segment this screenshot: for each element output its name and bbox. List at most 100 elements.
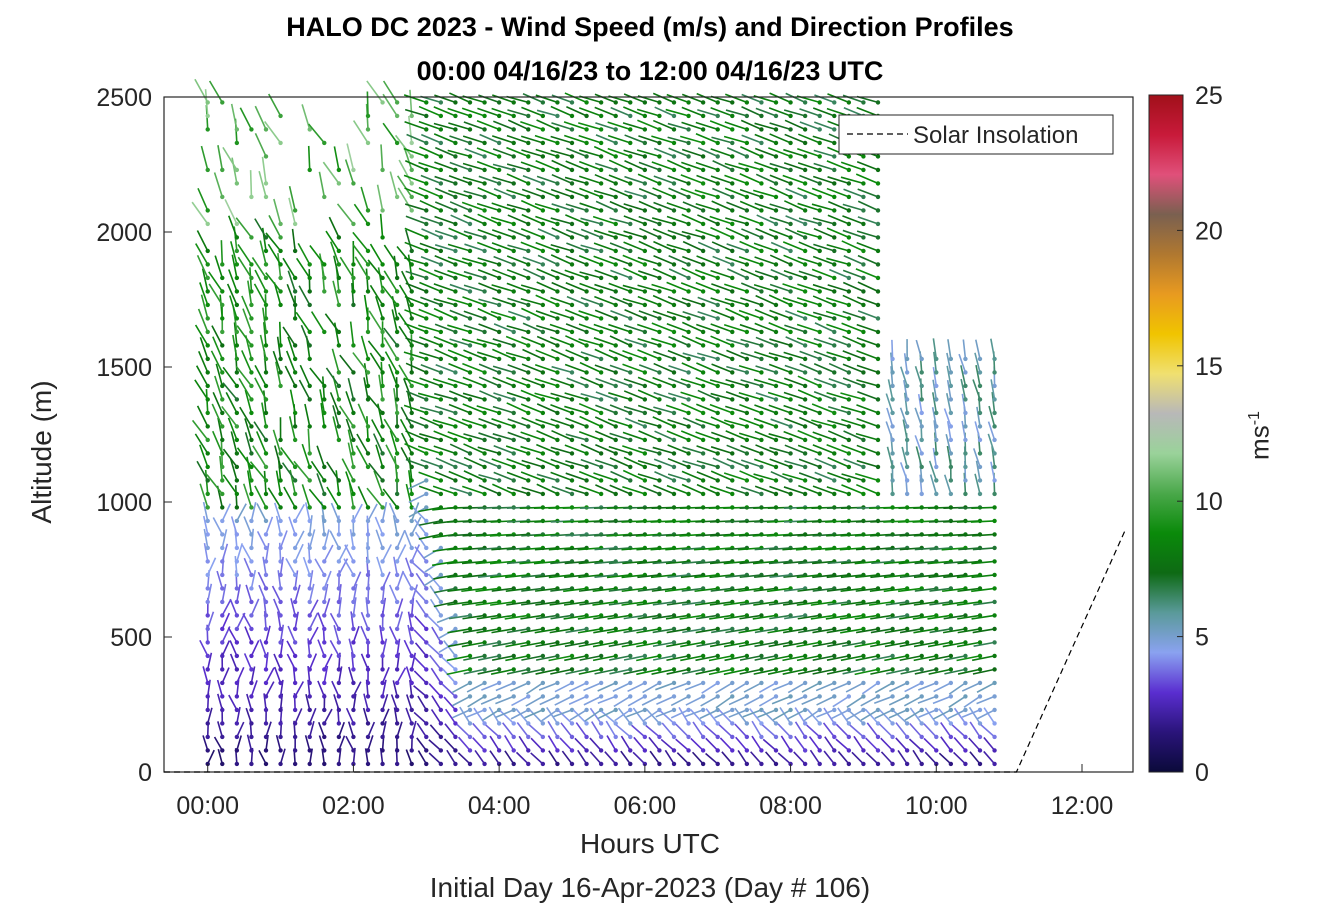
wind-barb: [779, 706, 793, 726]
wind-barb: [695, 667, 720, 675]
wind-barb: [827, 471, 852, 483]
wind-barb: [843, 188, 866, 200]
wind-barb: [285, 350, 298, 375]
wind-barb: [909, 707, 924, 726]
wind-barb: [408, 505, 429, 518]
x-axis-label: Hours UTC: [579, 828, 720, 859]
wind-barb: [899, 626, 924, 634]
wind-barb: [933, 420, 939, 443]
wind-barb: [520, 431, 546, 443]
wind-barb: [710, 335, 735, 348]
wind-barb: [393, 255, 400, 281]
wind-barb: [740, 119, 764, 132]
wind-barb: [220, 640, 231, 659]
wind-barb: [768, 404, 793, 416]
wind-barb: [580, 443, 604, 456]
wind-barb: [550, 404, 575, 416]
wind-barb: [655, 680, 677, 691]
wind-barb: [826, 391, 852, 402]
wind-barb: [749, 708, 764, 726]
wind-barb: [769, 162, 793, 173]
wind-barb: [653, 350, 677, 362]
wind-barb: [220, 529, 228, 551]
wind-barb: [452, 694, 473, 707]
wind-barb: [783, 404, 808, 416]
wind-barb: [536, 403, 560, 416]
wind-barb: [865, 752, 881, 767]
wind-barb: [367, 259, 385, 281]
wind-barb: [726, 201, 750, 213]
wind-barb: [623, 667, 648, 675]
wind-barb: [783, 626, 808, 634]
wind-barb: [550, 446, 575, 456]
wind-barb: [456, 723, 473, 740]
wind-barb: [593, 613, 618, 620]
wind-barb: [642, 680, 662, 694]
wind-barb: [507, 109, 531, 119]
wind-barb: [380, 501, 388, 524]
wind-barb: [360, 611, 371, 632]
wind-barb: [990, 338, 997, 362]
wind-barb: [466, 707, 487, 718]
wind-barb: [384, 351, 400, 375]
wind-barb: [752, 613, 779, 620]
wind-barb: [675, 738, 691, 753]
wind-barb: [447, 640, 473, 648]
wind-barb: [899, 407, 910, 429]
wind-barb: [782, 174, 808, 186]
wind-barb: [307, 653, 318, 672]
wind-barb: [842, 363, 866, 375]
wind-barb: [641, 694, 662, 706]
wind-barb: [201, 268, 210, 294]
wind-barb: [418, 532, 444, 540]
wind-barb: [376, 184, 385, 213]
wind-barb: [520, 199, 546, 213]
wind-barb: [566, 295, 589, 308]
wind-barb: [446, 667, 473, 676]
wind-barb: [431, 695, 444, 713]
wind-barb: [783, 351, 808, 362]
wind-barb: [696, 174, 720, 186]
wind-barb: [723, 323, 750, 335]
wind-barb: [322, 161, 342, 186]
wind-barb: [842, 203, 866, 213]
wind-barb: [566, 377, 589, 389]
wind-barb: [271, 585, 283, 605]
wind-barb: [903, 353, 910, 375]
wind-barb: [405, 417, 429, 429]
wind-barb: [710, 297, 735, 308]
wind-barb: [799, 416, 822, 429]
wind-barb: [785, 92, 808, 105]
wind-barb: [969, 751, 983, 767]
wind-barb: [652, 484, 677, 497]
wind-barb: [208, 271, 225, 294]
wind-barb: [477, 640, 502, 648]
wind-barb: [520, 241, 546, 254]
y-tick-label: 0: [138, 759, 152, 787]
wind-barb: [409, 89, 414, 119]
wind-barb: [924, 707, 939, 726]
wind-barb: [348, 638, 356, 659]
wind-barb: [388, 626, 400, 645]
wind-barb: [579, 271, 604, 281]
wind-barb: [396, 175, 414, 200]
wind-barb: [739, 653, 764, 661]
wind-barb: [416, 737, 429, 753]
wind-barb: [681, 335, 706, 348]
wind-barb: [491, 229, 516, 240]
wind-barb: [594, 309, 618, 321]
wind-barb: [550, 667, 575, 675]
wind-barb: [564, 444, 589, 456]
wind-barb: [489, 750, 502, 767]
wind-barb: [812, 283, 837, 294]
wind-barb: [960, 378, 968, 402]
wind-barb: [769, 338, 793, 348]
wind-barb: [705, 708, 720, 726]
wind-barb: [770, 241, 793, 254]
wind-barb: [230, 103, 240, 132]
wind-barb: [464, 148, 487, 159]
wind-barb: [638, 187, 662, 200]
wind-barb: [194, 433, 210, 456]
wind-barb: [769, 446, 793, 456]
wind-barb: [413, 711, 429, 726]
